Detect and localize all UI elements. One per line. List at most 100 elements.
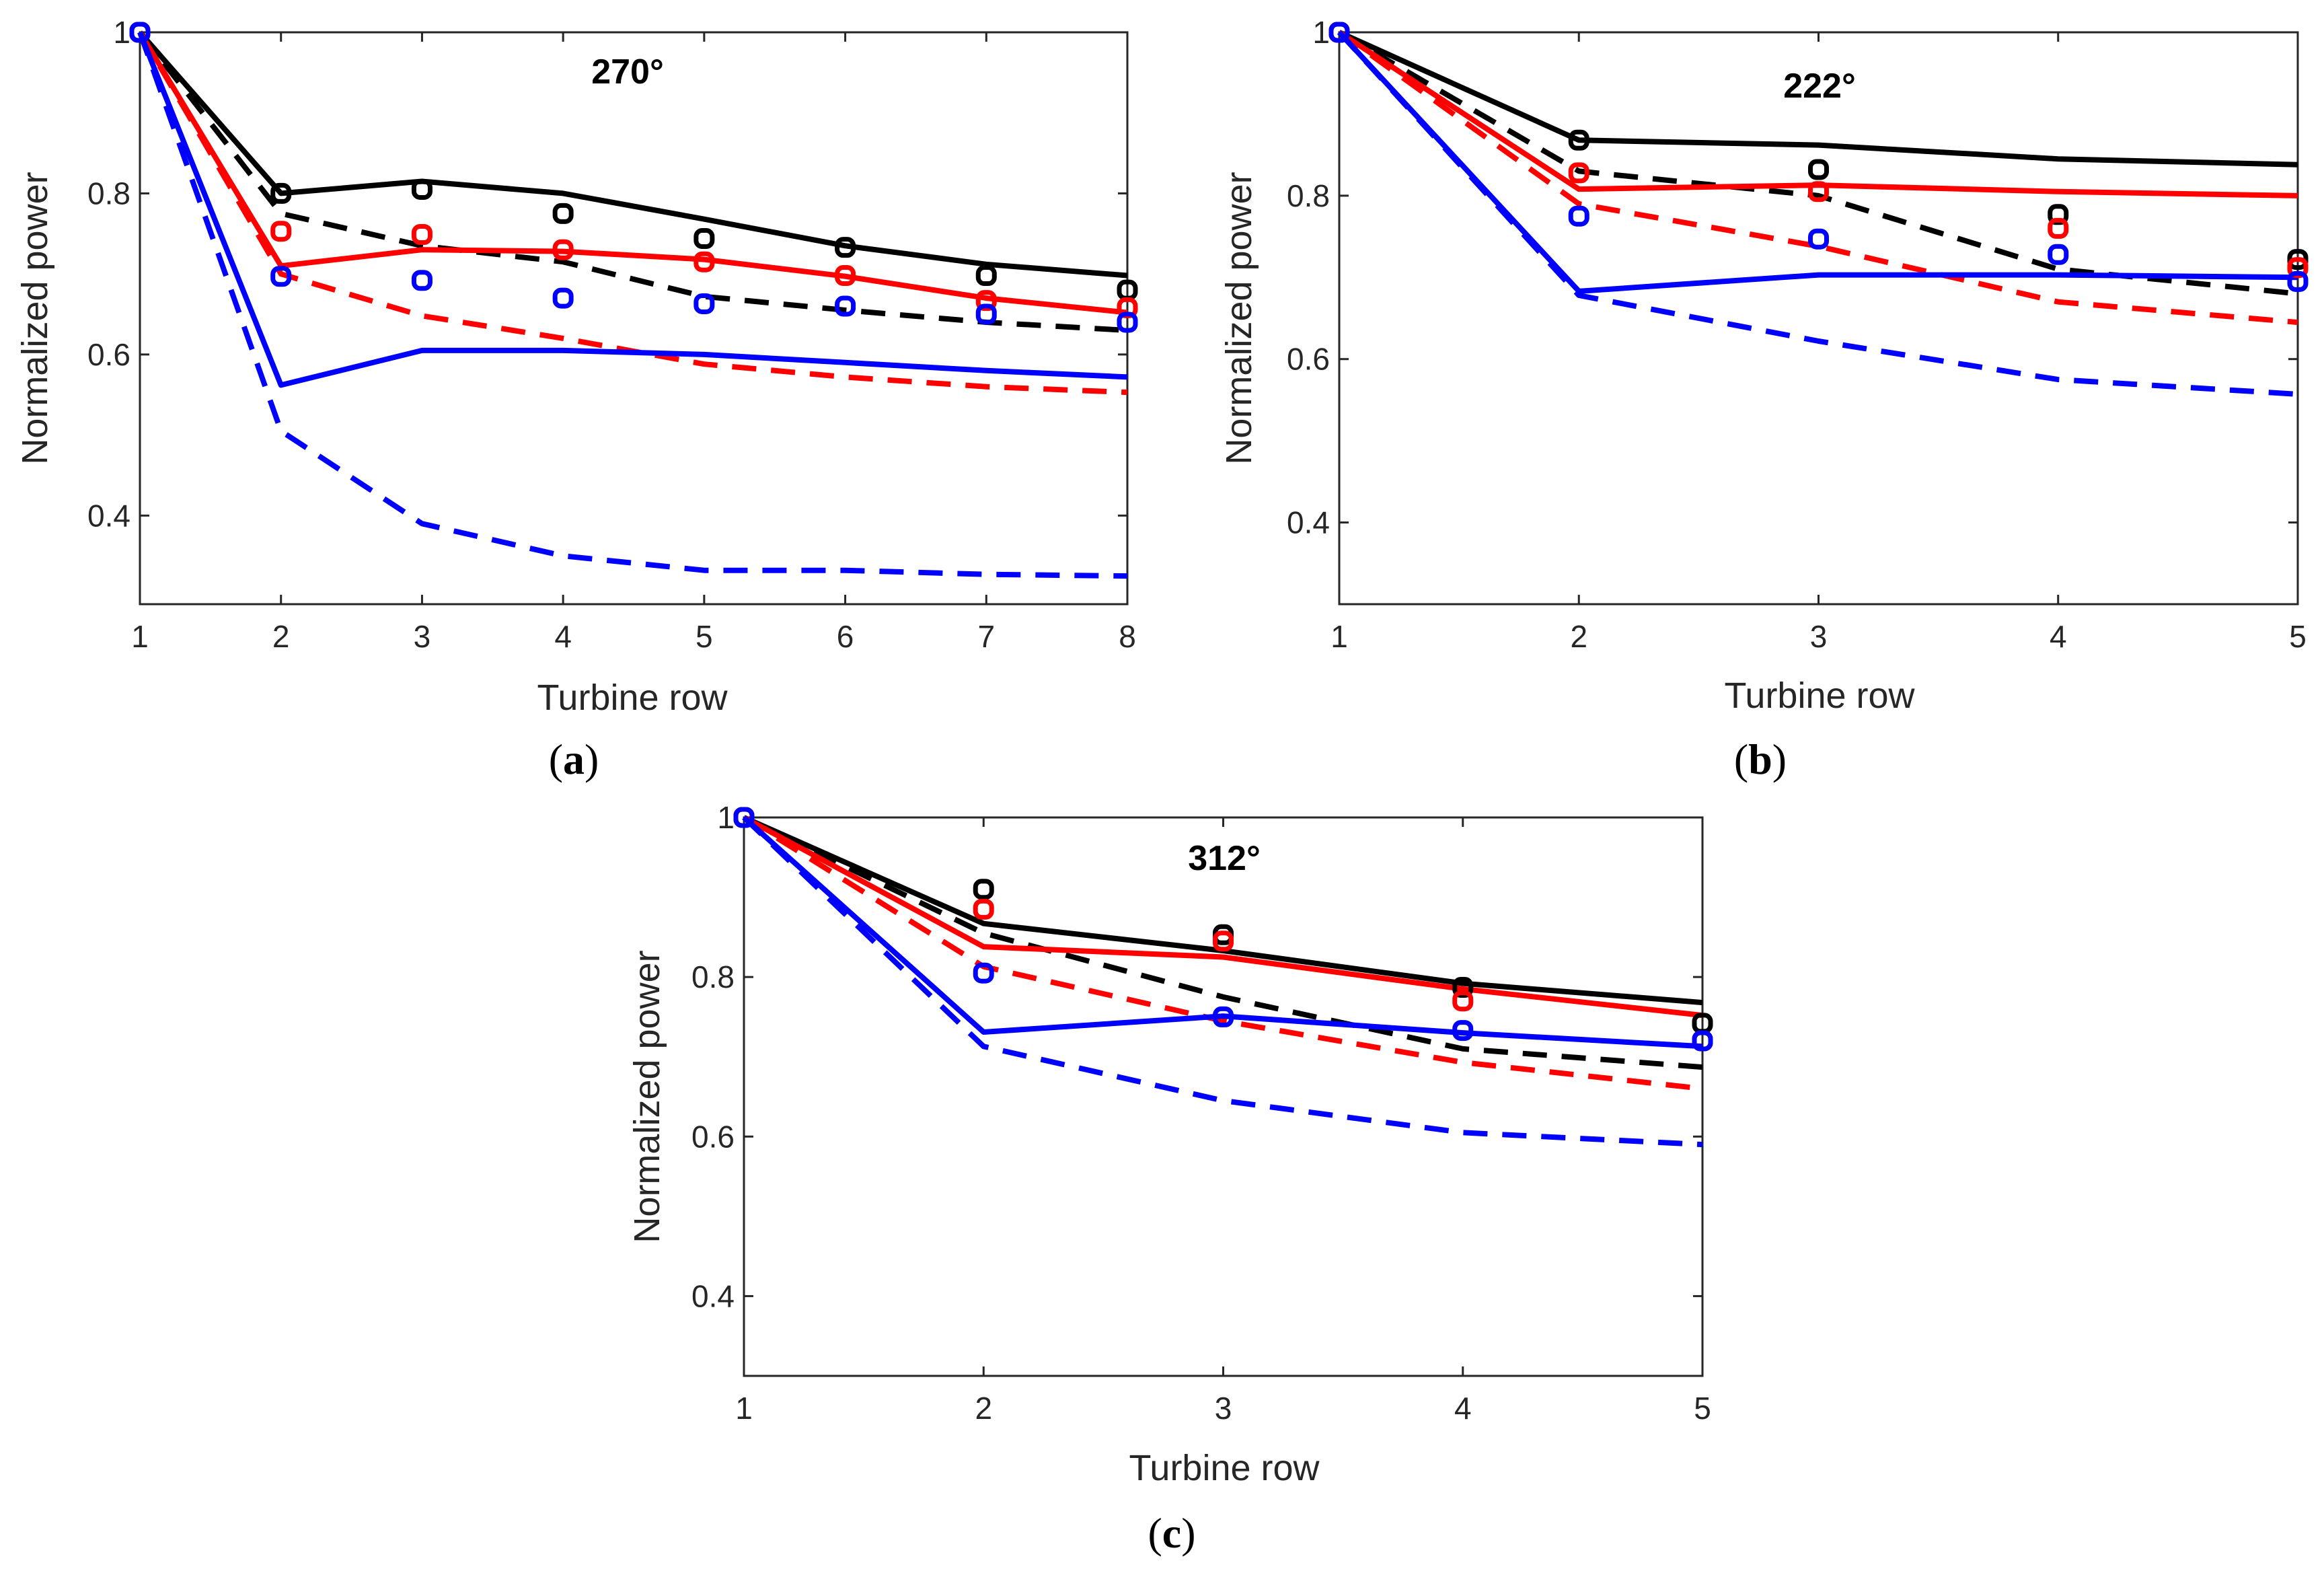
panel-b-series xyxy=(1328,22,2309,397)
panel-a-black-markers-point xyxy=(270,182,292,204)
panel-b-red-dashed-line xyxy=(1337,30,2298,326)
panel-c-xtick-label: 3 xyxy=(1215,1391,1232,1426)
panel-b-blue-dashed-line xyxy=(1337,30,2298,397)
panel-b-black-dashed-line xyxy=(1337,30,2298,297)
panel-c-red-solid-line xyxy=(743,815,1703,1019)
panel-b-ylabel: Normalized power xyxy=(1219,172,1259,464)
panel-a-blue-markers-point xyxy=(975,303,997,325)
panel-a-black-markers-point xyxy=(975,265,997,287)
panel-c-ytick-label: 0.8 xyxy=(691,959,735,994)
panel-c-xtick-label: 5 xyxy=(1694,1391,1711,1426)
panel-b-ytick-label: 0.6 xyxy=(1287,342,1330,377)
panel-a-xtick-label: 7 xyxy=(977,619,995,654)
panel-c-blue-dashed-line xyxy=(742,815,1703,1148)
panel-a-red-markers-point xyxy=(975,290,997,312)
panel-c-ytick-label: 0.6 xyxy=(691,1119,735,1154)
panel-b: 1 2 3 4 5 0.4 0.6 0.8 1 222° Turbine row Normali… xyxy=(1219,15,2309,783)
panel-a-xtick-label: 6 xyxy=(837,619,854,654)
panel-a-blue-markers-point xyxy=(129,22,151,43)
panel-a-black-solid-line xyxy=(137,30,1128,279)
panel-b-xtick-label: 1 xyxy=(1330,619,1348,654)
panel-a-black-dashed-line xyxy=(137,30,1128,333)
panel-b-ytick-label: 0.4 xyxy=(1287,505,1330,540)
panel-c-black-dashed-line xyxy=(743,815,1703,1070)
panel-c-ticks: 1 2 3 4 5 0.4 0.6 0.8 1 xyxy=(691,800,1711,1426)
panel-b-blue-markers-point xyxy=(2048,244,2069,265)
panel-a-black-markers-point xyxy=(411,178,433,200)
panel-a-blue-markers-point xyxy=(411,270,433,291)
panel-a-red-markers-point xyxy=(694,251,715,272)
panel-c-title: 312° xyxy=(1188,839,1261,878)
panel-a: 1 2 3 4 5 6 7 8 0.4 0.6 0.8 1 270° Turbine row Norm… xyxy=(15,15,1138,783)
panel-b-xtick-label: 3 xyxy=(1810,619,1828,654)
panel-c-series xyxy=(733,807,1713,1148)
panel-c-blue-markers-point xyxy=(733,807,755,828)
panel-b-black-markers-point xyxy=(1808,159,1829,180)
panel-a-xtick-label: 5 xyxy=(696,619,713,654)
panel-c-axes-box xyxy=(743,816,1704,1377)
panel-a-blue-dashed-line xyxy=(137,31,1128,579)
panel-c-xtick-label: 2 xyxy=(975,1391,992,1426)
panel-a-blue-markers-point xyxy=(1117,312,1138,333)
panel-a-red-markers-point xyxy=(552,239,574,260)
panel-a-ylabel: Normalized power xyxy=(15,172,55,464)
panel-b-title: 222° xyxy=(1783,67,1856,106)
panel-a-blue-markers-point xyxy=(270,266,292,287)
panel-b-ytick-label: 0.8 xyxy=(1287,178,1330,213)
panel-a-ytick-label: 0.8 xyxy=(87,176,130,211)
panel-a-blue-markers-point xyxy=(835,295,856,317)
panel-b-blue-markers-point xyxy=(1808,228,1829,250)
panel-a-series xyxy=(129,22,1138,579)
panel-b-xtick-label: 2 xyxy=(1570,619,1587,654)
panel-c-ytick-label: 1 xyxy=(717,800,735,835)
panel-a-ticks: 1 2 3 4 5 6 7 8 0.4 0.6 0.8 1 xyxy=(87,15,1136,654)
panel-b-red-markers-point xyxy=(2048,217,2069,239)
panel-a-xtick-label: 8 xyxy=(1119,619,1136,654)
panel-a-blue-markers-point xyxy=(694,293,715,314)
panel-b-black-markers-point xyxy=(1568,129,1589,151)
panel-b-xlabel: Turbine row xyxy=(1724,675,1915,716)
panel-b-blue-markers-point xyxy=(2287,270,2309,292)
panel-a-xtick-label: 1 xyxy=(131,619,149,654)
panel-c-black-markers-point xyxy=(973,879,994,900)
panel-b-red-markers-point xyxy=(1568,162,1589,184)
panel-a-blue-solid-line xyxy=(137,31,1128,388)
panel-c-red-markers-point xyxy=(1452,990,1474,1012)
panel-c-red-markers-point xyxy=(973,898,994,920)
panel-a-black-markers-point xyxy=(552,203,574,224)
panel-a-ytick-label: 0.4 xyxy=(87,498,130,533)
panel-a-red-solid-line xyxy=(137,30,1128,316)
panel-a-title: 270° xyxy=(591,52,664,92)
panel-c-caption: (c) xyxy=(1148,1509,1195,1557)
panel-c-red-dashed-line xyxy=(742,815,1703,1092)
panel-b-caption: (b) xyxy=(1734,735,1787,783)
panel-a-black-markers-point xyxy=(694,227,715,249)
panel-c-ytick-label: 0.4 xyxy=(691,1278,735,1313)
panel-b-axes-box xyxy=(1338,31,2299,606)
panel-b-blue-markers-point xyxy=(1328,22,1350,43)
panel-b-red-markers-point xyxy=(1808,181,1829,203)
panel-c: 1 2 3 4 5 0.4 0.6 0.8 1 312° Turbine row Normali… xyxy=(627,800,1713,1557)
panel-a-red-markers-point xyxy=(411,223,433,245)
panel-a-red-markers-point xyxy=(270,221,292,242)
panel-a-ytick-label: 1 xyxy=(113,15,130,50)
panel-c-xtick-label: 1 xyxy=(735,1391,753,1426)
panel-c-red-markers-point xyxy=(1213,930,1234,952)
panel-b-black-markers-point xyxy=(2287,249,2309,270)
panel-c-black-markers-point xyxy=(1452,977,1474,998)
panel-a-caption: (a) xyxy=(549,735,599,783)
panel-a-ytick-label: 0.6 xyxy=(87,337,130,372)
panel-c-xlabel: Turbine row xyxy=(1129,1448,1320,1488)
panel-a-xlabel: Turbine row xyxy=(537,678,728,718)
panel-a-xtick-label: 2 xyxy=(272,619,290,654)
panel-c-blue-markers-point xyxy=(1452,1020,1474,1042)
panel-c-ylabel: Normalized power xyxy=(627,950,667,1243)
panel-a-xtick-label: 4 xyxy=(554,619,572,654)
panel-a-black-markers-point xyxy=(835,237,856,258)
panel-b-black-solid-line xyxy=(1338,30,2298,168)
panel-a-red-markers-point xyxy=(835,265,856,287)
panel-c-blue-solid-line xyxy=(742,815,1703,1050)
panel-b-xtick-label: 4 xyxy=(2050,619,2067,654)
panel-b-ticks: 1 2 3 4 5 0.4 0.6 0.8 1 xyxy=(1287,15,2307,654)
panel-c-xtick-label: 4 xyxy=(1454,1391,1472,1426)
